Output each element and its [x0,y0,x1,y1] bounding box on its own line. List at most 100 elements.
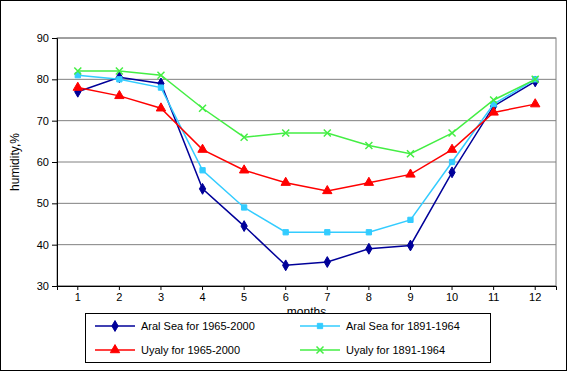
y-tick-label: 70 [37,115,49,127]
point-marker [200,168,205,173]
point-marker [116,68,123,75]
point-marker [241,221,247,232]
x-tick-label: 12 [529,291,541,303]
point-marker [241,205,246,210]
series-markers [75,72,539,271]
grid-line [57,203,556,204]
chart-border [1,1,567,371]
y-axis-line [52,39,58,287]
y-tick-label: 30 [37,280,49,292]
point-marker [198,144,207,152]
point-marker [325,230,330,235]
x-tick: 1 [75,286,81,303]
point-marker [156,103,165,111]
y-tick-label: 40 [37,239,49,251]
x-tick-mark [493,286,494,290]
y-axis: 30 40 50 60 70 80 90 [37,32,58,292]
y-tick-mark [52,79,57,80]
legend-entry: Uyaly for 1965-2000 [95,344,240,356]
x-tick: 2 [116,286,122,303]
legend-entry: Aral Sea for 1891-1964 [300,320,460,332]
series-line [78,77,535,265]
x-tick: 5 [241,286,247,303]
x-tick-mark [535,286,536,290]
point-marker [199,105,206,112]
y-tick: 60 [37,156,57,168]
x-tick-mark [368,286,369,290]
point-marker [490,97,497,104]
x-tick-label: 9 [407,291,413,303]
series-line [78,71,535,154]
x-tick-mark [160,286,161,290]
legend-label: Uyaly for 1965-2000 [141,344,240,356]
x-tick: 11 [488,286,499,303]
chart: 30405060708090123456789101112monthshumid… [0,0,567,371]
grid-line [57,38,556,39]
point-marker [533,77,538,82]
point-marker [239,165,248,173]
x-tick-mark [410,286,411,290]
x-tick: 3 [158,286,164,303]
y-tick-mark [52,245,57,246]
point-marker [74,68,81,75]
legend-marker [317,323,322,328]
legend-marker [112,321,118,332]
point-marker [408,217,413,222]
point-marker [532,76,538,87]
point-marker [157,72,164,79]
point-marker [281,177,290,185]
x-axis-line [58,287,557,291]
x-tick-label: 4 [199,291,205,303]
legend-marker [317,347,324,354]
point-marker [489,107,498,115]
y-axis-title: humidity,% [8,133,22,191]
series-line [78,75,535,232]
legend-label: Aral Sea for 1965-2000 [141,320,255,332]
x-tick: 8 [366,286,372,303]
y-tick-mark [52,286,57,287]
point-marker [407,150,414,157]
y-tick: 70 [37,115,57,127]
point-marker [283,230,288,235]
legend-entry: Aral Sea for 1965-2000 [95,320,255,332]
point-marker [365,142,372,149]
point-marker [158,85,163,90]
point-marker [449,130,456,137]
point-marker [73,82,82,90]
y-tick: 40 [37,239,57,251]
y-tick-label: 60 [37,156,49,168]
plot-frame [57,38,556,286]
legend-label: Uyaly for 1891-1964 [346,344,445,356]
series-markers [75,73,538,235]
point-marker [117,77,122,82]
point-marker [449,159,454,164]
x-tick-mark [119,286,120,290]
point-marker [532,76,539,83]
series-markers [73,82,540,193]
y-tick-label: 80 [37,73,49,85]
x-tick-label: 10 [446,291,458,303]
point-marker [406,169,415,177]
x-tick: 4 [199,286,205,303]
y-tick-mark [52,203,57,204]
point-marker [115,90,124,98]
x-tick: 6 [283,286,289,303]
x-tick: 7 [324,286,330,303]
point-marker [241,134,248,141]
x-tick-label: 6 [283,291,289,303]
x-tick-label: 8 [366,291,372,303]
series-markers [74,68,538,158]
grid-line [57,244,556,245]
y-tick: 90 [37,32,57,44]
point-marker [324,130,331,137]
y-tick-label: 50 [37,197,49,209]
series-group [73,68,540,271]
series-line [78,88,535,191]
point-marker [366,243,372,254]
x-tick-label: 1 [75,291,81,303]
x-tick: 12 [529,286,541,303]
y-tick-mark [52,38,57,39]
point-marker [531,99,540,107]
y-tick-label: 90 [37,32,49,44]
x-tick: 9 [407,286,413,303]
